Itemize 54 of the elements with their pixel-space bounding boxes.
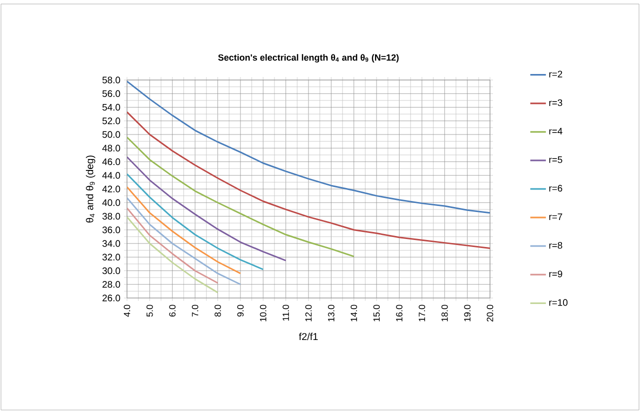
x-tick-label: 18.0 — [441, 304, 448, 322]
x-tick-label: 13.0 — [328, 304, 334, 322]
legend-label: r=8 — [549, 242, 562, 249]
legend-label: r=10 — [549, 299, 568, 306]
x-tick-label: 11.0 — [282, 304, 289, 321]
x-tick-label: 14.0 — [350, 304, 358, 322]
x-tick-label: 5.0 — [146, 304, 153, 317]
legend-label: r=6 — [549, 184, 562, 192]
y-tick-label: 36.0 — [102, 226, 120, 234]
line-series — [127, 216, 218, 294]
y-tick-label: 48.0 — [102, 144, 120, 152]
x-tick-label: 6.0 — [169, 304, 176, 317]
y-axis-title: θ$_{4}$ and θ$_{9}$ (deg) — [86, 156, 96, 222]
line-series — [127, 186, 242, 274]
x-tick-label: 20.0 — [486, 304, 494, 322]
x-tick-label: 15.0 — [373, 304, 380, 322]
x-tick-label: 10.0 — [260, 304, 266, 322]
x-tick-label: 7.0 — [192, 304, 198, 317]
x-tick-label: 8.0 — [214, 304, 221, 317]
y-tick-label: 52.0 — [102, 118, 120, 124]
y-tick-label: 44.0 — [102, 172, 120, 179]
line-series — [127, 136, 355, 258]
line-series — [127, 197, 242, 286]
y-tick-label: 32.0 — [102, 254, 120, 260]
legend-label: r=3 — [549, 99, 562, 106]
x-tick-label: 17.0 — [418, 304, 426, 322]
y-tick-label: 34.0 — [102, 240, 120, 247]
legend-label: r=2 — [549, 70, 562, 78]
y-tick-label: 50.0 — [102, 131, 120, 138]
legend-label: r=9 — [549, 270, 562, 278]
chart-title: Section's electrical length θ$_{4}$ and θ$_{9}$ (N=12) — [218, 54, 399, 63]
y-tick-label: 28.0 — [102, 281, 120, 288]
x-tick-label: 12.0 — [305, 304, 312, 322]
x-tick-label: 16.0 — [396, 304, 402, 322]
y-tick-label: 26.0 — [102, 294, 120, 302]
legend-label: r=4 — [549, 128, 562, 134]
y-tick-label: 54.0 — [102, 104, 120, 111]
line-series — [127, 80, 490, 214]
y-tick-label: 56.0 — [102, 90, 120, 97]
y-tick-label: 40.0 — [102, 199, 120, 206]
line-series — [127, 156, 287, 262]
legend-label: r=5 — [549, 156, 562, 164]
y-tick-label: 58.0 — [102, 76, 120, 84]
x-tick-label: 9.0 — [237, 304, 244, 317]
legend-label: r=7 — [549, 213, 562, 220]
y-tick-label: 46.0 — [102, 158, 120, 166]
line-series — [127, 173, 264, 270]
x-axis-title: f2/f1 — [298, 332, 318, 340]
y-tick-label: 42.0 — [102, 186, 120, 192]
x-tick-label: 4.0 — [124, 304, 130, 317]
x-tick-label: 19.0 — [464, 304, 470, 322]
line-series — [127, 207, 218, 284]
y-tick-label: 30.0 — [102, 267, 120, 274]
y-tick-label: 38.0 — [102, 212, 120, 220]
